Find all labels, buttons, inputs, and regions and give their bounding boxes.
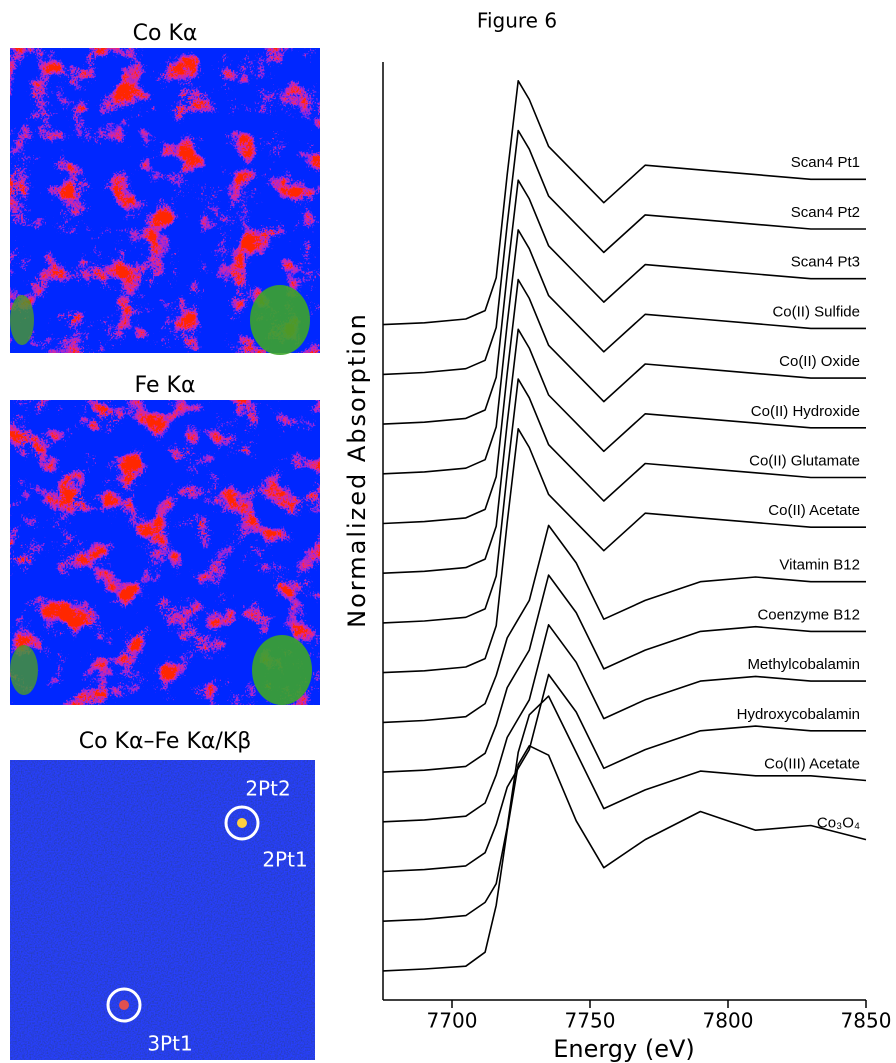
spot-label: 3Pt1	[147, 1032, 192, 1056]
spot-circle	[106, 987, 142, 1023]
legend-label: Hydroxycobalamin	[737, 706, 860, 723]
x-axis-title: Energy (eV)	[553, 1035, 695, 1063]
spot-circle	[224, 805, 260, 841]
spectrum-line	[382, 378, 866, 624]
map-feature	[10, 295, 34, 345]
legend-label: Vitamin B12	[779, 557, 860, 574]
x-tick-label: 7750	[565, 1009, 616, 1033]
legend-label: Co(III) Acetate	[764, 755, 860, 772]
legend-label: Scan4 Pt3	[791, 254, 860, 271]
spot	[119, 1000, 129, 1010]
spectrum-line	[382, 80, 866, 326]
legend-label: Co₃O₄	[817, 815, 860, 832]
spectrum-line	[382, 673, 866, 873]
spectrum-line	[382, 428, 866, 674]
y-axis-title: Normalized Absorption	[343, 312, 371, 628]
legend-label: Co(II) Acetate	[768, 502, 860, 519]
map-feature	[252, 635, 312, 705]
x-tick-label: 7800	[703, 1009, 754, 1033]
spectrum-line	[382, 179, 866, 425]
map-title: Co Kα–Fe Kα/Kβ	[79, 729, 252, 754]
legend-label: Scan4 Pt2	[791, 204, 860, 221]
chart-title: Figure 6	[477, 9, 557, 33]
spectrum-line	[382, 328, 866, 574]
spot-label: 2Pt2	[245, 777, 290, 801]
map-image	[10, 760, 315, 1060]
spot-label: 2Pt1	[262, 848, 307, 872]
x-tick-label: 7700	[427, 1009, 478, 1033]
spectrum-line	[382, 229, 866, 475]
spot	[237, 818, 247, 828]
spectrum-line	[382, 624, 866, 823]
legend-label: Co(II) Glutamate	[749, 453, 860, 470]
spectrum-line	[382, 745, 867, 972]
x-tick-label: 7850	[841, 1009, 892, 1033]
map-title: Co Kα	[133, 21, 198, 46]
spectrum-line	[382, 278, 866, 525]
spectrum-line	[382, 695, 867, 922]
legend-label: Co(II) Sulfide	[772, 303, 860, 320]
map-title: Fe Kα	[135, 373, 196, 398]
spectrum-line	[382, 574, 866, 773]
legend-label: Co(II) Oxide	[779, 353, 860, 370]
legend-label: Co(II) Hydroxide	[751, 403, 860, 420]
legend-label: Scan4 Pt1	[791, 154, 860, 171]
legend-label: Methylcobalamin	[747, 656, 860, 673]
map-feature	[250, 285, 310, 355]
legend-label: Coenzyme B12	[757, 606, 860, 623]
spectrum-line	[382, 524, 866, 724]
spectrum-line	[382, 129, 866, 376]
map-feature	[10, 645, 38, 695]
